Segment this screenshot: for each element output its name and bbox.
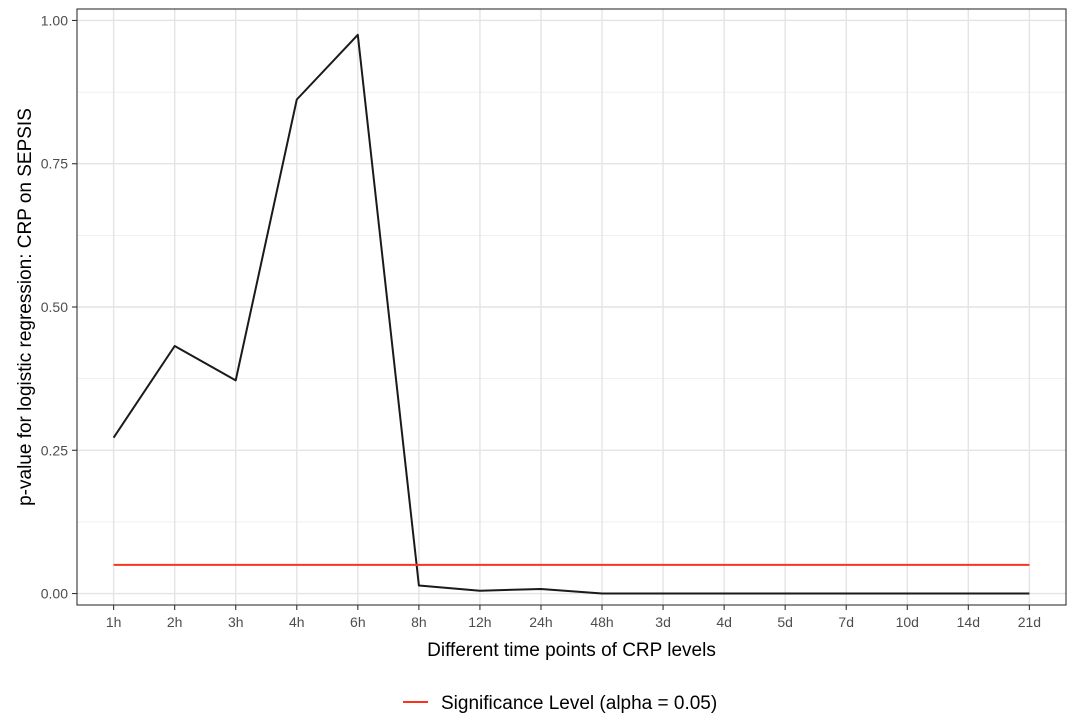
major-gridlines: [77, 9, 1066, 605]
y-axis-title: p-value for logistic regression: CRP on …: [15, 108, 36, 506]
y-tick-label: 0.00: [41, 586, 68, 602]
x-tick-label: 8h: [411, 614, 427, 630]
x-tick-label: 5d: [777, 614, 793, 630]
x-tick-label: 3h: [228, 614, 244, 630]
x-tick-label: 12h: [468, 614, 491, 630]
x-tick-label: 6h: [350, 614, 366, 630]
x-tick-label: 10d: [896, 614, 919, 630]
x-axis-title: Different time points of CRP levels: [427, 640, 716, 661]
x-tick-label: 2h: [167, 614, 183, 630]
x-tick-label: 14d: [957, 614, 980, 630]
y-axis: 0.00 0.25 0.50 0.75 1.00: [41, 12, 77, 602]
x-tick-label: 48h: [590, 614, 613, 630]
x-tick-label: 7d: [838, 614, 854, 630]
x-tick-label: 4h: [289, 614, 305, 630]
series-layer: [112, 33, 1030, 595]
p-value-line: [112, 33, 1030, 595]
y-tick-label: 0.50: [41, 299, 68, 315]
x-tick-label: 1h: [106, 614, 122, 630]
minor-gridlines: [77, 91, 1066, 523]
y-tick-label: 0.25: [41, 442, 68, 458]
x-tick-label: 24h: [529, 614, 552, 630]
legend-label: Significance Level (alpha = 0.05): [441, 693, 717, 714]
legend: Significance Level (alpha = 0.05): [403, 693, 717, 714]
x-tick-label: 3d: [655, 614, 671, 630]
x-axis: 1h 2h 3h 4h 6h 8h 12h 24h 48h 3d 4d 5d 7d 10d 14d 21d: [106, 605, 1041, 630]
x-tick-label: 21d: [1018, 614, 1041, 630]
x-tick-label: 4d: [716, 614, 732, 630]
y-tick-label: 0.75: [41, 156, 68, 172]
y-tick-label: 1.00: [41, 12, 68, 28]
